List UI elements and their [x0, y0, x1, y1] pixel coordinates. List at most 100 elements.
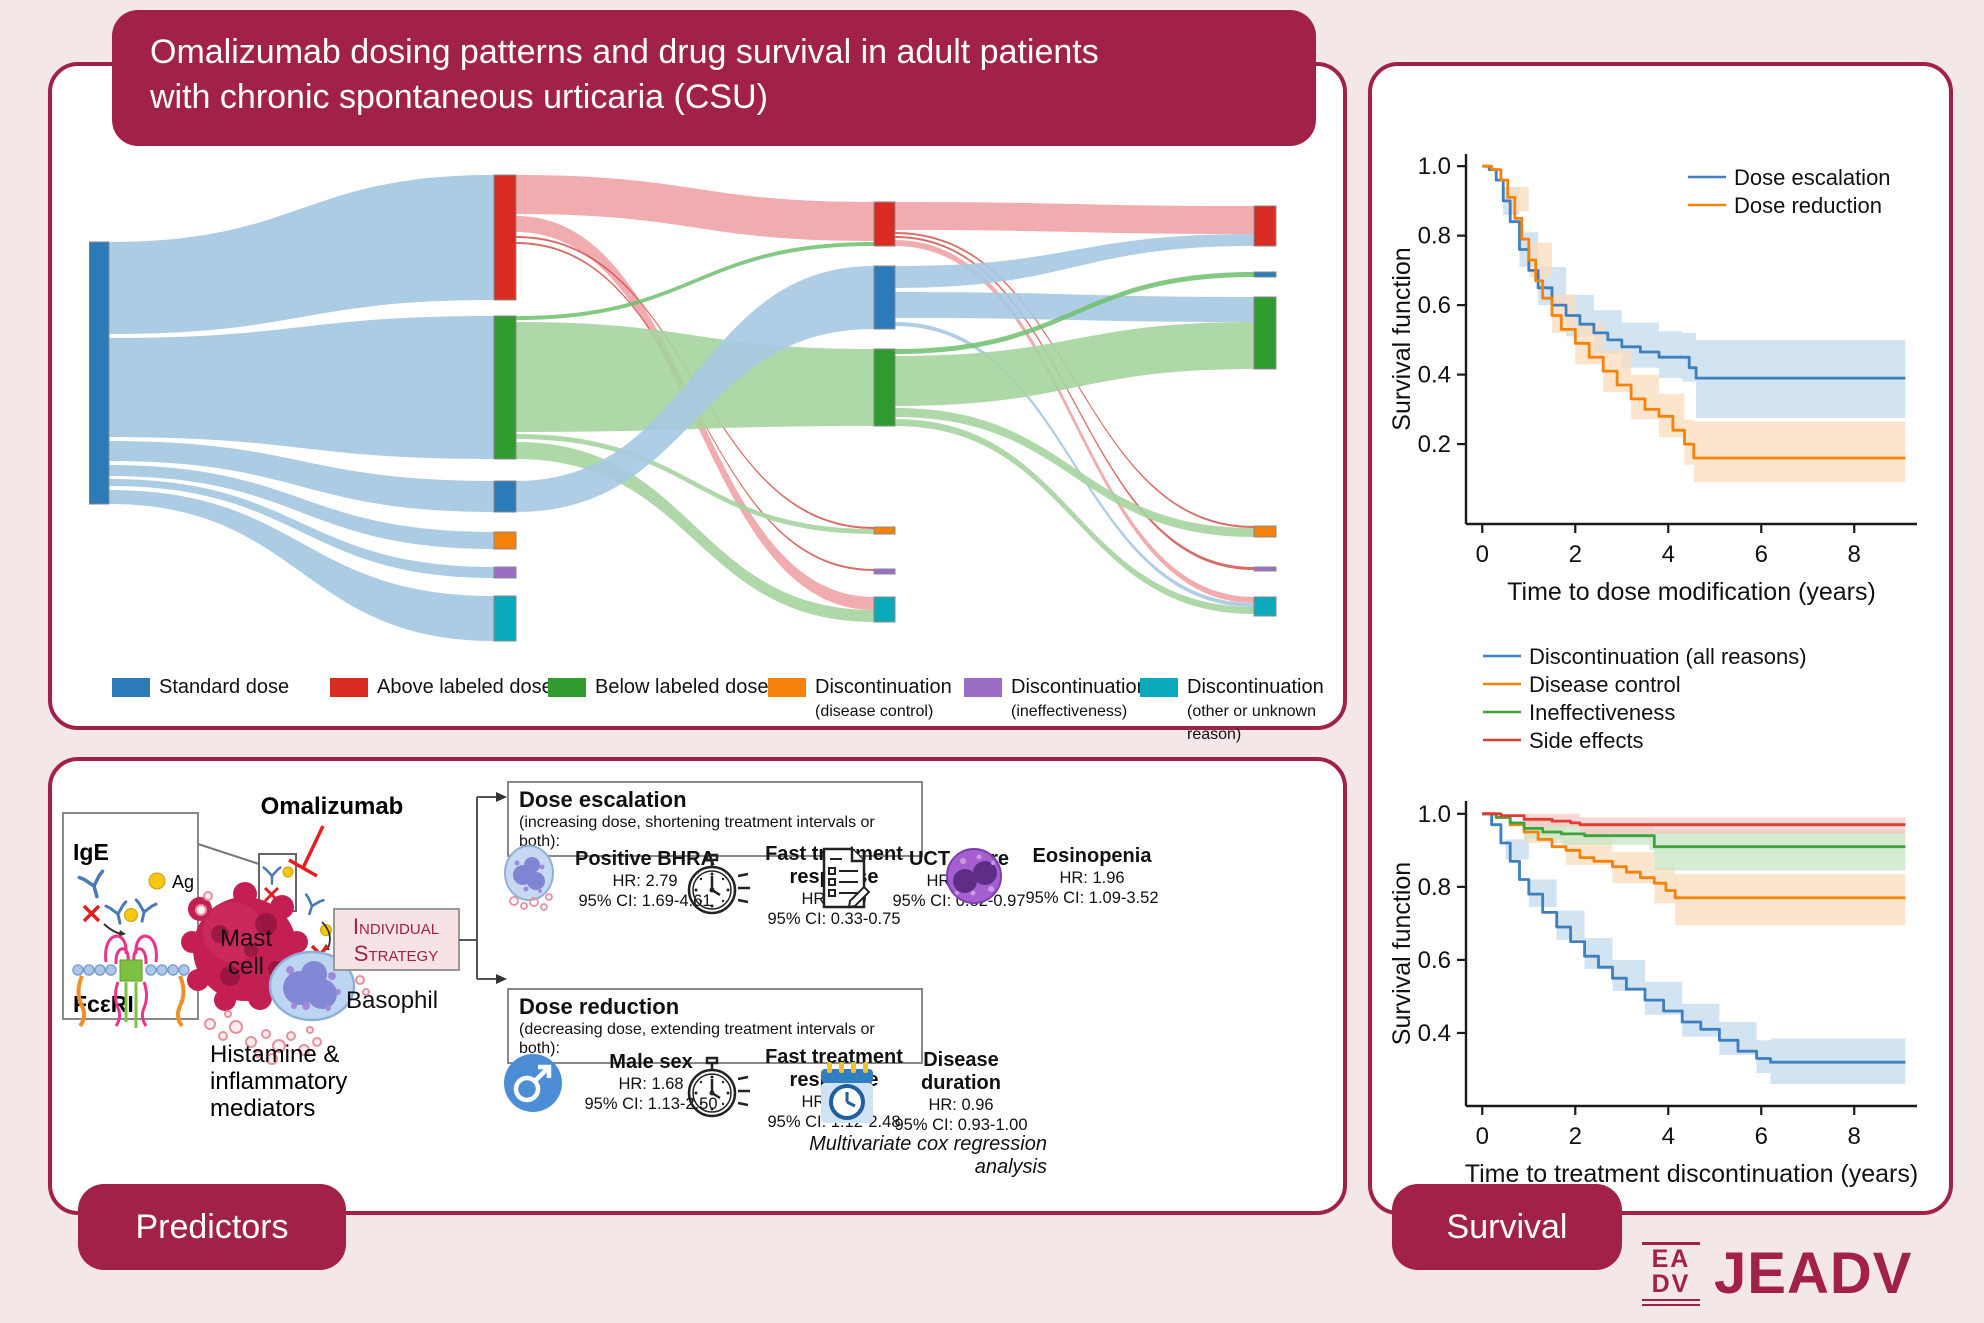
predictor-name: Eosinopenia — [1032, 844, 1152, 867]
legend-sublabel: (ineffectiveness) — [1011, 703, 1128, 720]
legend-sublabel: (other or unknown reason) — [1187, 703, 1316, 743]
svg-text:2: 2 — [1569, 541, 1582, 568]
page-title-line1: Omalizumab dosing patterns and drug surv… — [150, 33, 1099, 71]
legend-label: Discontinuation — [1187, 676, 1324, 698]
stopwatch-icon — [687, 1056, 750, 1118]
svg-text:0.8: 0.8 — [1418, 874, 1451, 901]
strategy-label-line2: Strategy — [354, 941, 438, 966]
svg-text:Ineffectiveness: Ineffectiveness — [1529, 700, 1675, 725]
basophil-cell-icon — [504, 845, 554, 911]
strategy-bracket — [459, 796, 496, 980]
predictor-ci: 95% CI: 1.69-4.61 — [578, 891, 712, 910]
predictor-hr: HR: 1.68 — [618, 1075, 684, 1093]
svg-text:0.6: 0.6 — [1418, 947, 1451, 974]
emblem-top: EA — [1651, 1244, 1691, 1273]
page-title-line2: with chronic spontaneous urticaria (CSU) — [150, 78, 768, 116]
predictors-tab-label: Predictors — [135, 1207, 289, 1246]
stopwatch-icon — [687, 853, 750, 915]
blocked-binding-x-icon — [82, 904, 101, 923]
predictor-disease-duration: Disease duration HR: 0.96 95% CI: 0.93-1… — [816, 1049, 1036, 1135]
predictor-hr: HR: 1.96 — [1059, 868, 1125, 887]
dose-reduction-subtitle: (decreasing dose, extending treatment in… — [519, 1021, 875, 1057]
predictor-hr: HR: 2.79 — [612, 871, 678, 890]
svg-text:4: 4 — [1662, 541, 1675, 568]
uct-checklist-icon — [822, 847, 871, 909]
predictor-male-sex: Male sex HR: 1.68 95% CI: 1.13-2.50 — [502, 1051, 730, 1114]
svg-text:Side effects: Side effects — [1529, 728, 1644, 753]
dosing-patterns-panel: Standard dose Above labeled dose Below l… — [48, 62, 1347, 743]
omalizumab-label: Omalizumab — [261, 793, 404, 820]
svg-text:0.4: 0.4 — [1418, 1020, 1451, 1047]
legend-label: Discontinuation — [1011, 676, 1148, 698]
time-to-dose-modification-chart: 0 2 4 6 8 0.2 0.4 0.6 0.8 1.0 Time to dose modific… — [1388, 153, 1917, 606]
mast-cell-label-line2: cell — [228, 953, 264, 980]
dose-escalation-title: Dose escalation — [519, 787, 687, 812]
svg-text:1.0: 1.0 — [1418, 801, 1451, 828]
eosinophil-cell-icon — [946, 848, 1002, 904]
svg-text:0.2: 0.2 — [1418, 431, 1451, 458]
dosing-pattern-sankey-diagram — [89, 174, 1277, 642]
predictor-ci: 95% CI: 0.93-1.00 — [894, 1116, 1028, 1134]
legend-item-below-labeled-dose: Below labeled dose — [548, 676, 768, 699]
male-sex-icon — [504, 1053, 562, 1112]
survival-panel: 0 2 4 6 8 0.2 0.4 0.6 0.8 1.0 Time to dose modific… — [1368, 62, 1953, 1215]
antigen-dot-icon — [282, 866, 294, 878]
survival-tab: Survival — [1392, 1184, 1622, 1270]
ige-antibody-icon — [299, 893, 325, 918]
predictor-positive-bhra: Positive BHRA HR: 2.79 95% CI: 1.69-4.61 — [502, 843, 724, 915]
svg-text:Dose reduction: Dose reduction — [1734, 193, 1882, 218]
ige-receptor-box: IgE FcεRI Ag — [62, 812, 199, 1028]
svg-text:Time to dose modification (yea: Time to dose modification (years) — [1507, 578, 1876, 606]
time-to-treatment-discontinuation-chart: 0 2 4 6 8 0.4 0.6 0.8 1.0 Time to treatment disco… — [1388, 644, 1918, 1188]
svg-text:2: 2 — [1569, 1123, 1582, 1150]
svg-text:1.0: 1.0 — [1418, 153, 1451, 180]
svg-text:4: 4 — [1662, 1123, 1675, 1150]
calendar-clock-icon — [821, 1062, 873, 1123]
mast-cell-label-line1: Mast — [220, 925, 272, 952]
predictor-hr: HR: 0.96 — [928, 1096, 994, 1114]
svg-text:0.6: 0.6 — [1418, 292, 1451, 319]
jeadv-logo: EA DV JEADV — [1642, 1240, 1912, 1307]
svg-text:Survival function: Survival function — [1388, 247, 1416, 430]
mediators-label-line3: mediators — [210, 1095, 315, 1122]
basophil-label: Basophil — [346, 987, 438, 1014]
dose-reduction-title: Dose reduction — [519, 994, 680, 1019]
zoom-connector-line — [197, 843, 260, 865]
antigen-dot-icon — [148, 872, 166, 890]
dose-escalation-box: Dose escalation (increasing dose, shorte… — [507, 781, 923, 857]
legend-swatch-below-labeled-dose — [548, 678, 586, 697]
emblem-bottom: DV — [1651, 1269, 1691, 1298]
svg-text:6: 6 — [1755, 541, 1768, 568]
mediators-label-line1: Histamine & — [210, 1041, 339, 1068]
svg-text:6: 6 — [1755, 1123, 1768, 1150]
antigen-label: Ag — [172, 872, 194, 892]
survival-tab-label: Survival — [1446, 1207, 1568, 1246]
legend-item-standard-dose: Standard dose — [112, 676, 289, 699]
eadv-emblem-icon: EA DV — [1642, 1241, 1700, 1306]
svg-text:Discontinuation (all reasons): Discontinuation (all reasons) — [1529, 644, 1807, 669]
predictor-eosinopenia: Eosinopenia HR: 1.96 95% CI: 1.09-3.52 — [945, 843, 1173, 909]
svg-text:Survival function: Survival function — [1388, 862, 1416, 1045]
svg-text:Time to treatment discontinuat: Time to treatment discontinuation (years… — [1465, 1160, 1918, 1188]
svg-text:Dose escalation: Dose escalation — [1734, 165, 1891, 190]
predictor-ci: 95% CI: 1.09-3.52 — [1025, 888, 1159, 907]
arrow-to-reduction-icon — [496, 974, 507, 984]
fc-receptor-illustration — [72, 898, 190, 1028]
mediators-label-line2: inflammatory — [210, 1068, 347, 1095]
legend-swatch-standard-dose — [112, 678, 150, 697]
legend-sublabel: (disease control) — [815, 703, 934, 720]
predictor-ci: 95% CI: 0.33-0.75 — [767, 910, 901, 928]
svg-text:0.4: 0.4 — [1418, 362, 1451, 389]
legend-item-discontinuation-ineffectiveness: Discontinuation (ineffectiveness) — [964, 676, 1148, 722]
legend-label: Above labeled dose — [377, 676, 553, 698]
individual-strategy-box: Individual Strategy — [333, 908, 460, 971]
svg-text:0.8: 0.8 — [1418, 223, 1451, 250]
histamine-bubbles — [195, 891, 370, 1065]
svg-text:8: 8 — [1848, 1123, 1861, 1150]
legend-swatch-discontinuation-disease-control — [768, 678, 806, 697]
svg-text:8: 8 — [1848, 541, 1861, 568]
omalizumab-mechanism-illustration: IgE FcεRI Ag — [62, 792, 507, 1122]
predictor-ci: 95% CI: 1.13-2.50 — [584, 1095, 718, 1113]
strategy-label-line1: Individual — [353, 914, 439, 939]
ige-antibody-icon — [262, 866, 282, 885]
